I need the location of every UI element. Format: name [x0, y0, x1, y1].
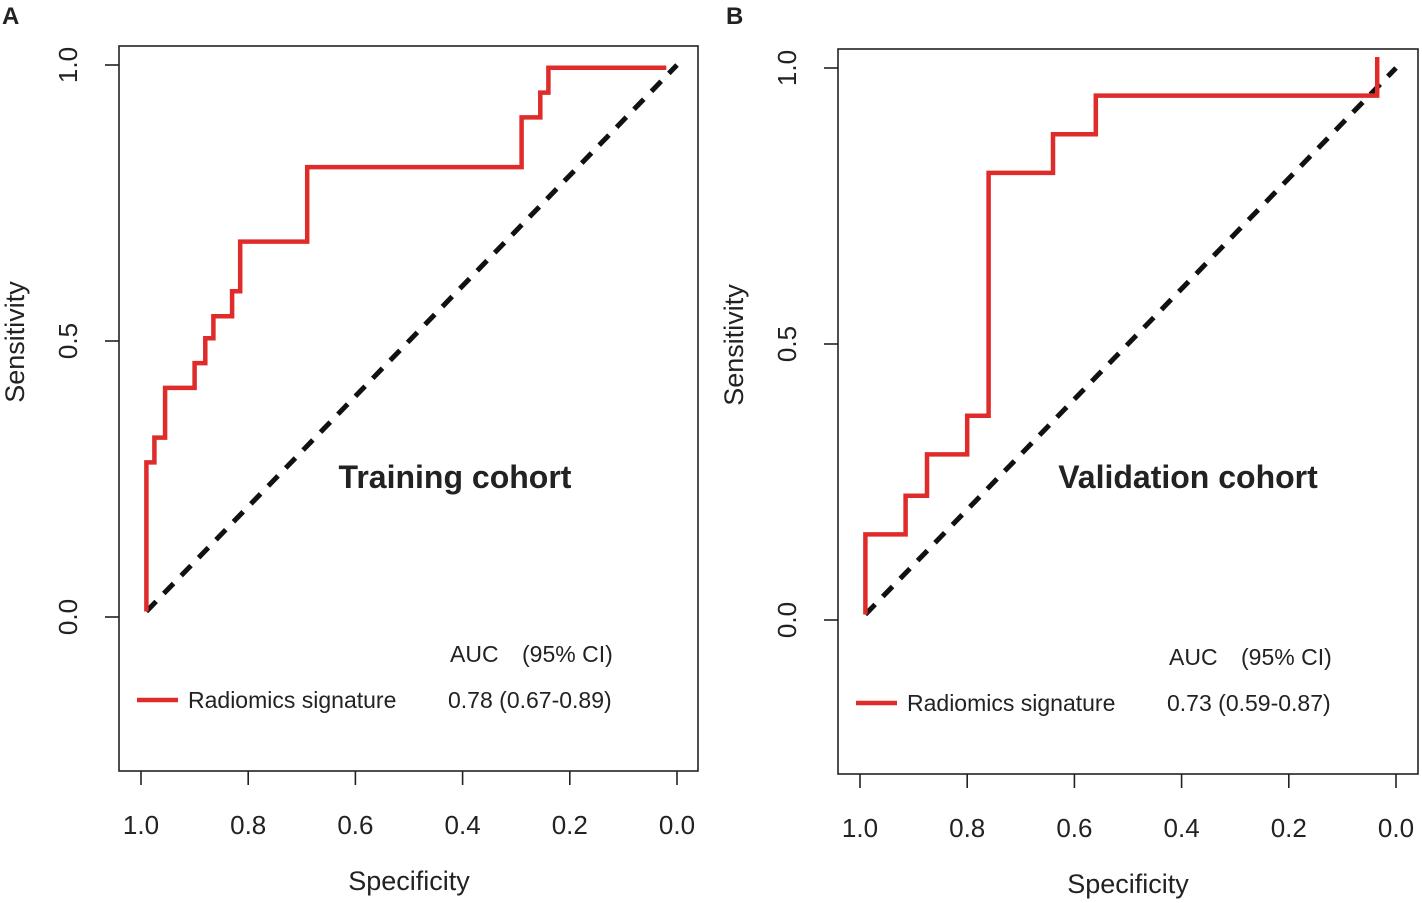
- x-tick-label: 0.0: [1378, 813, 1414, 843]
- x-tick-label: 1.0: [123, 810, 159, 840]
- plot-frame: [118, 45, 699, 772]
- y-axis-title: Sensitivity: [719, 284, 749, 406]
- legend-header-ci: (95% CI): [522, 641, 613, 667]
- plot-frame: [837, 48, 1419, 775]
- y-tick-label: 0.0: [53, 599, 83, 635]
- cohort-title: Training cohort: [339, 459, 572, 495]
- x-tick-label: 0.8: [230, 810, 266, 840]
- legend-header-auc: AUC: [450, 641, 499, 667]
- roc-curve-line: [144, 65, 667, 612]
- axis-ticks: 1.0 0.8 0.6 0.4 0.2 0.0 0.0 0.5 1.0: [53, 47, 695, 840]
- reference-diagonal-line: [863, 66, 1398, 617]
- y-tick-label: 1.0: [53, 47, 83, 83]
- legend-value: 0.73 (0.59-0.87): [1167, 690, 1331, 716]
- x-tick-label: 0.6: [337, 810, 373, 840]
- y-tick-label: 0.0: [772, 602, 802, 638]
- legend-header-ci: (95% CI): [1241, 644, 1332, 670]
- panel-label: A: [2, 3, 19, 30]
- x-tick-label: 0.2: [1271, 813, 1307, 843]
- x-tick-label: 0.0: [659, 810, 695, 840]
- legend-header-auc: AUC: [1169, 644, 1218, 670]
- x-tick-label: 0.8: [949, 813, 985, 843]
- cohort-title: Validation cohort: [1058, 459, 1318, 495]
- panel-a: A 1.0 0.8 0.6 0.4 0.2 0.0 0.0 0.5 1.0 Specificit…: [0, 3, 699, 896]
- x-tick-label: 0.4: [1164, 813, 1200, 843]
- axis-ticks: 1.0 0.8 0.6 0.4 0.2 0.0 0.0 0.5 1.0: [772, 50, 1414, 843]
- x-tick-label: 0.6: [1056, 813, 1092, 843]
- legend-value: 0.78 (0.67-0.89): [448, 687, 612, 713]
- x-tick-label: 1.0: [842, 813, 878, 843]
- x-tick-label: 0.4: [445, 810, 481, 840]
- y-axis-title: Sensitivity: [0, 281, 30, 403]
- y-tick-label: 1.0: [772, 50, 802, 86]
- panel-label: B: [726, 3, 743, 30]
- x-tick-label: 0.2: [552, 810, 588, 840]
- reference-diagonal-line: [144, 63, 679, 614]
- panel-b: B 1.0 0.8 0.6 0.4 0.2 0.0 0.0 0.5 1.0 Specificit…: [719, 3, 1419, 899]
- x-axis-title: Specificity: [1067, 869, 1189, 899]
- roc-curve-line: [863, 57, 1380, 615]
- y-tick-label: 0.5: [53, 323, 83, 359]
- legend-label: Radiomics signature: [907, 690, 1115, 716]
- legend-label: Radiomics signature: [188, 687, 396, 713]
- x-axis-title: Specificity: [348, 866, 470, 896]
- y-tick-label: 0.5: [772, 326, 802, 362]
